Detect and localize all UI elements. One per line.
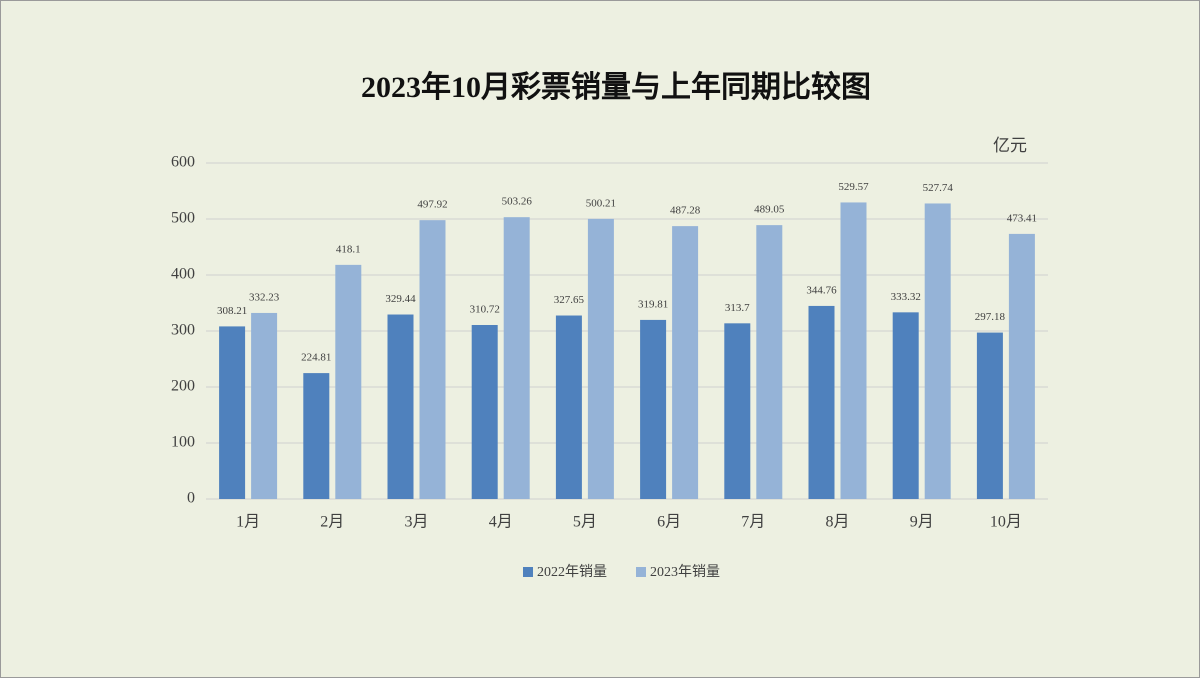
data-label: 332.23 — [249, 291, 280, 303]
data-label: 500.21 — [586, 197, 616, 209]
data-label: 527.74 — [923, 182, 954, 194]
bar — [555, 315, 582, 499]
y-tick-label: 300 — [171, 322, 195, 339]
bar — [335, 264, 362, 499]
data-label: 319.81 — [638, 298, 668, 310]
bar — [976, 332, 1003, 499]
data-label: 327.65 — [554, 294, 585, 306]
y-tick-label: 100 — [171, 434, 195, 451]
data-label: 473.41 — [1007, 212, 1037, 224]
data-label: 310.72 — [470, 304, 500, 316]
x-tick-label: 4月 — [489, 514, 513, 531]
data-label: 487.28 — [670, 205, 701, 217]
bar — [387, 314, 414, 499]
bar — [1008, 233, 1035, 500]
data-label: 489.05 — [754, 204, 785, 216]
x-tick-label: 3月 — [404, 514, 428, 531]
bar — [892, 312, 919, 499]
data-label: 503.26 — [502, 196, 533, 208]
data-label: 329.44 — [385, 293, 416, 305]
x-tick-label: 6月 — [657, 514, 681, 531]
data-label: 344.76 — [806, 284, 837, 296]
y-tick-label: 500 — [171, 210, 195, 227]
x-tick-label: 8月 — [825, 514, 849, 531]
y-tick-label: 400 — [171, 266, 195, 283]
bar — [587, 218, 614, 500]
x-tick-label: 7月 — [741, 514, 765, 531]
y-tick-label: 600 — [171, 154, 195, 171]
bar — [724, 323, 751, 499]
y-tick-label: 200 — [171, 378, 195, 395]
data-label: 497.92 — [417, 199, 447, 211]
x-tick-label: 1月 — [236, 514, 260, 531]
data-label: 308.21 — [217, 305, 247, 317]
bar — [303, 373, 330, 499]
legend-label: 2022年销量 — [537, 564, 607, 580]
bar — [756, 225, 783, 499]
bar — [840, 202, 867, 499]
data-label: 333.32 — [891, 291, 921, 303]
data-label: 313.7 — [725, 302, 750, 314]
x-tick-label: 5月 — [573, 514, 597, 531]
data-label: 418.1 — [336, 243, 361, 255]
x-tick-label: 2月 — [320, 514, 344, 531]
data-label: 529.57 — [838, 181, 869, 193]
legend-label: 2023年销量 — [650, 564, 720, 580]
x-tick-label: 9月 — [910, 514, 934, 531]
bar — [924, 203, 951, 499]
chart-title: 2023年10月彩票销量与上年同期比较图 — [361, 70, 871, 104]
bar — [640, 319, 667, 499]
legend-swatch — [523, 567, 533, 577]
bar — [251, 312, 278, 499]
bar — [808, 305, 835, 499]
bar — [672, 226, 699, 499]
y-tick-label: 0 — [187, 490, 195, 507]
bar — [219, 326, 246, 499]
data-label: 224.81 — [301, 352, 331, 364]
x-tick-label: 10月 — [990, 514, 1022, 531]
legend-swatch — [636, 567, 646, 577]
unit-label: 亿元 — [993, 136, 1027, 155]
data-label: 297.18 — [975, 311, 1006, 323]
bar — [503, 217, 530, 500]
bar — [471, 324, 498, 499]
bar — [419, 220, 446, 499]
